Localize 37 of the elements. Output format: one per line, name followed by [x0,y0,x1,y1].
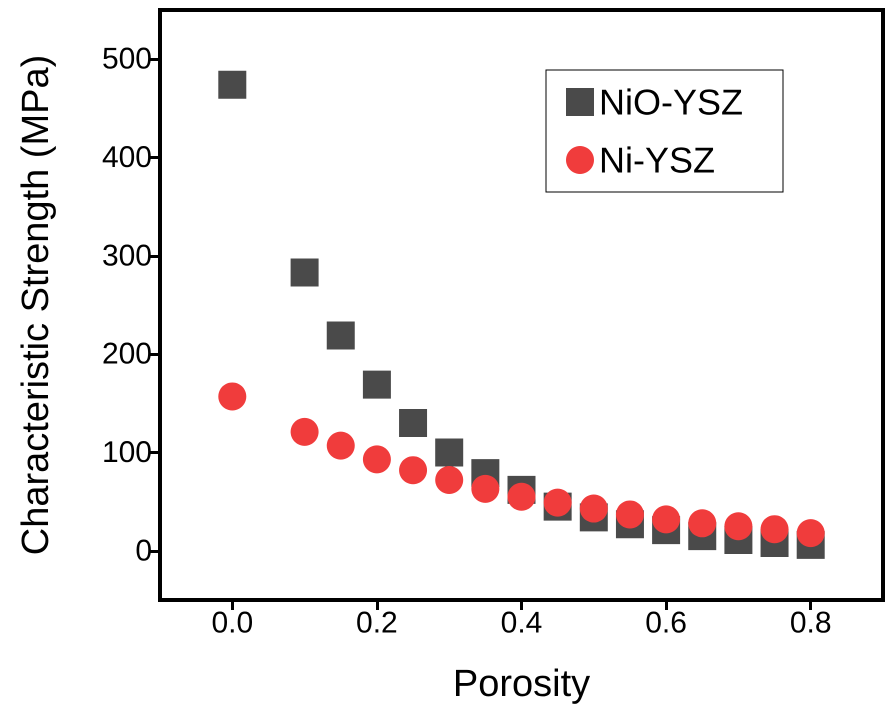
point [326,321,355,350]
point [326,432,355,460]
point [688,509,716,538]
x-tick-label: 0.0 [211,606,254,640]
point [652,505,680,534]
y-tick-label: 400 [102,141,152,174]
point [508,482,536,511]
point [218,382,246,410]
point [796,519,825,548]
point [218,70,246,99]
point [435,438,464,466]
y-tick-label: 100 [102,436,152,469]
y-tick-label: 500 [102,42,152,76]
point [290,258,319,287]
y-tick-label: 0 [135,534,152,568]
point [362,445,391,474]
y-axis-title: Characteristic Strength (MPa) [15,54,57,556]
point [544,488,572,517]
point [724,512,752,540]
x-tick-label: 0.6 [645,606,687,640]
point [399,409,428,437]
y-tick-label: 200 [102,338,152,371]
x-axis-title: Porosity [452,663,590,705]
point [362,370,391,399]
legend-label: NiO-YSZ [599,82,743,122]
point [290,418,319,446]
x-tick-label: 0.4 [500,606,542,640]
point [580,494,608,523]
y-tick-label: 300 [102,239,152,272]
x-tick-label: 0.2 [356,606,398,640]
point [399,456,428,484]
point [471,474,500,503]
point [616,500,644,528]
point [760,515,789,544]
x-tick-label: 0.8 [790,606,832,640]
point [435,466,464,494]
legend-label: Ni-YSZ [599,140,715,180]
